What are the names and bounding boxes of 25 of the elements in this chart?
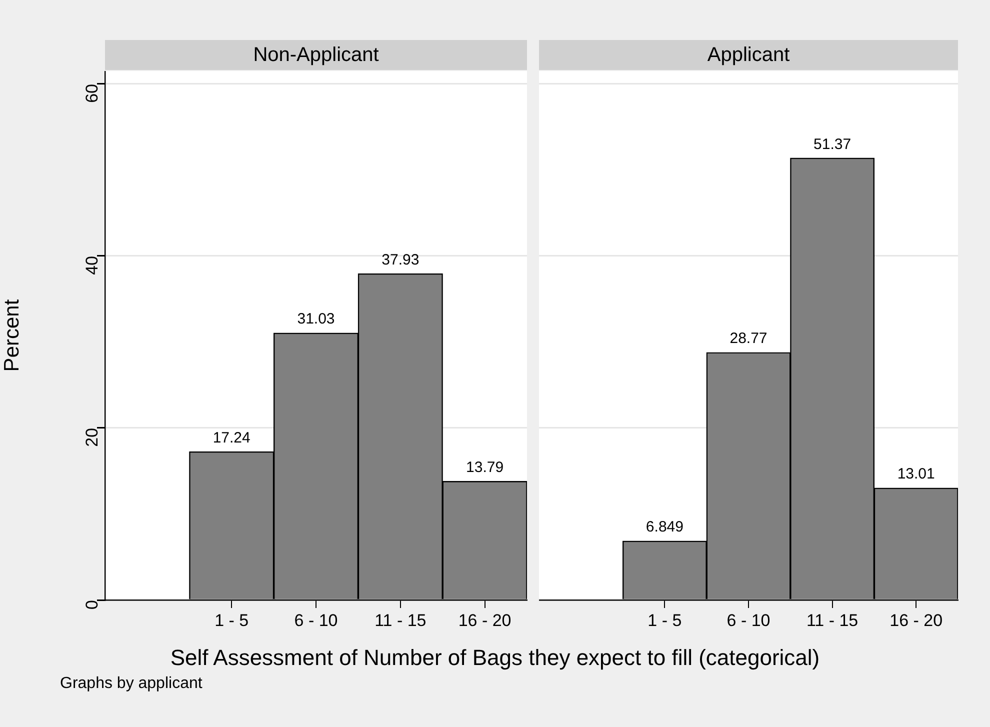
y-tick-label: 0 bbox=[82, 600, 102, 610]
chart-title: Applicant bbox=[539, 40, 958, 70]
x-tick-label: 11 - 15 bbox=[374, 610, 426, 630]
y-tick-label: 20 bbox=[82, 428, 102, 447]
x-tick-label: 6 - 10 bbox=[726, 610, 770, 630]
data-label: 51.37 bbox=[814, 136, 852, 153]
data-label: 31.03 bbox=[297, 310, 335, 328]
x-tick-label: 1 - 5 bbox=[214, 610, 249, 630]
x-tick-label: 11 - 15 bbox=[806, 610, 858, 630]
x-tick-label: 16 - 20 bbox=[458, 610, 512, 630]
x-tick-label: 16 - 20 bbox=[890, 610, 943, 630]
chart-title: Non-Applicant bbox=[105, 40, 527, 70]
data-label: 13.79 bbox=[466, 459, 504, 476]
data-label: 13.01 bbox=[897, 466, 935, 483]
data-label: 28.77 bbox=[730, 330, 768, 348]
y-tick-label: 60 bbox=[82, 84, 102, 103]
data-label: 17.24 bbox=[212, 429, 250, 446]
x-tick-label: 6 - 10 bbox=[294, 610, 338, 630]
text: Graphs by applicant bbox=[60, 675, 202, 693]
x-tick-label: 1 - 5 bbox=[648, 610, 682, 630]
data-label: 37.93 bbox=[382, 251, 420, 268]
y-tick-label: 40 bbox=[82, 256, 102, 275]
x-axis-title: Self Assessment of Number of Bags they expect to fill (categorical) bbox=[169, 645, 821, 671]
y-axis-title: Percent bbox=[0, 299, 24, 372]
data-label: 6.849 bbox=[646, 518, 684, 536]
